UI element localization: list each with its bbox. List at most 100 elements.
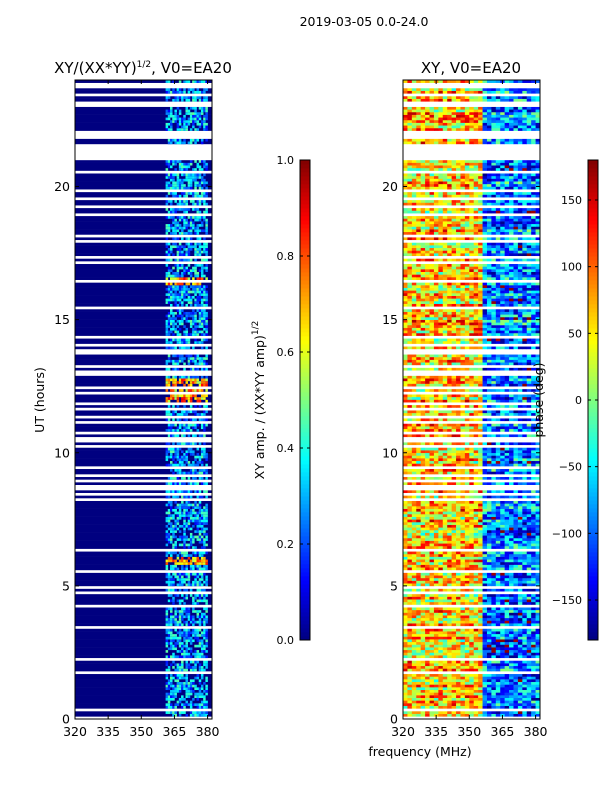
amp-cell [198,599,202,603]
phase-cell [464,529,470,533]
amp-cell [187,617,191,621]
amp-cell [178,665,182,669]
phase-cell [433,697,439,701]
amp-cell [167,127,171,131]
phase-cell [517,668,523,672]
phase-cell [407,673,413,677]
amp-cell [194,380,197,384]
amp-cell [176,426,180,430]
amp-cell [165,274,169,278]
phase-cell [513,665,519,669]
amp-cell [203,181,206,185]
phase-cell [531,575,536,579]
phase-cell [416,588,421,592]
phase-cell [500,668,505,672]
phase-cell [420,567,426,571]
phase-cell [531,628,536,632]
amp-row [75,314,212,318]
phase-cell [491,705,497,709]
amp-cell [178,559,182,563]
amp-cell [170,428,173,432]
colorbar-segment [300,352,310,357]
phase-cell [504,601,510,605]
amp-cell [165,226,169,230]
phase-cell [513,697,519,701]
amp-cell [200,647,204,651]
amp-cell [165,202,169,206]
phase-cell [442,593,448,597]
phase-cell [403,636,408,640]
amp-cell [196,319,200,323]
amp-cell [205,506,208,509]
phase-cell [491,577,497,581]
amp-cell [174,263,177,267]
amp-cell [200,665,204,669]
amp-cell [174,162,177,166]
flagged-row [403,657,540,661]
amp-cell [198,359,202,363]
flagged-row [75,335,212,339]
amp-cell [187,471,191,475]
amp-cell [185,311,188,315]
phase-cell [469,575,475,579]
amp-cell [185,210,188,214]
amp-cell [176,463,180,467]
amp-cell [174,633,177,637]
amp-cell [196,652,200,656]
amp-cell [165,181,169,185]
phase-cell [438,535,444,539]
phase-cell [460,639,466,643]
amp-cell [185,500,188,504]
phase-cell [500,572,505,576]
phase-cell [416,607,421,611]
amp-cell [198,681,202,685]
phase-cell [495,713,501,717]
amp-cell [185,633,188,637]
phase-cell [429,687,435,691]
phase-cell [429,695,435,698]
phase-cell [522,652,528,656]
amp-cell [172,636,175,640]
amp-cell [167,290,171,294]
phase-cell [509,519,514,523]
amp-cell [167,298,171,302]
phase-cell [478,561,483,565]
phase-cell [451,553,457,557]
amp-cell [187,513,191,517]
amp-cell [200,620,204,624]
amp-cell [187,250,191,254]
amp-cell [178,183,182,187]
phase-cell [526,521,532,525]
phase-cell [407,647,413,651]
phase-cell [513,615,519,619]
amp-cell [167,695,171,698]
phase-cell [442,513,448,517]
phase-cell [495,679,501,683]
phase-cell [416,556,421,560]
amp-cell [198,418,202,422]
phase-cell [407,689,413,693]
amp-cell [165,705,169,709]
phase-cell [478,663,483,667]
amp-cell [200,508,204,512]
colorbar-segment [300,196,310,201]
amp-cell [187,290,191,294]
amp-cell [205,471,208,475]
phase-cell [460,575,466,579]
amp-cell [174,183,177,187]
phase-cell [513,687,519,691]
phase-cell [429,620,435,624]
amp-cell [189,452,193,456]
phase-cell [429,612,435,616]
phase-cell [411,668,417,672]
amp-cell [205,127,208,131]
amp-cell [174,647,177,651]
phase-cell [522,679,528,683]
amp-cell [205,641,208,645]
amp-cell [167,80,171,83]
phase-cell [438,700,444,704]
amp-cell [181,593,184,597]
phase-cell [500,545,505,549]
amp-cell [198,247,202,251]
amp-cell [192,583,195,587]
